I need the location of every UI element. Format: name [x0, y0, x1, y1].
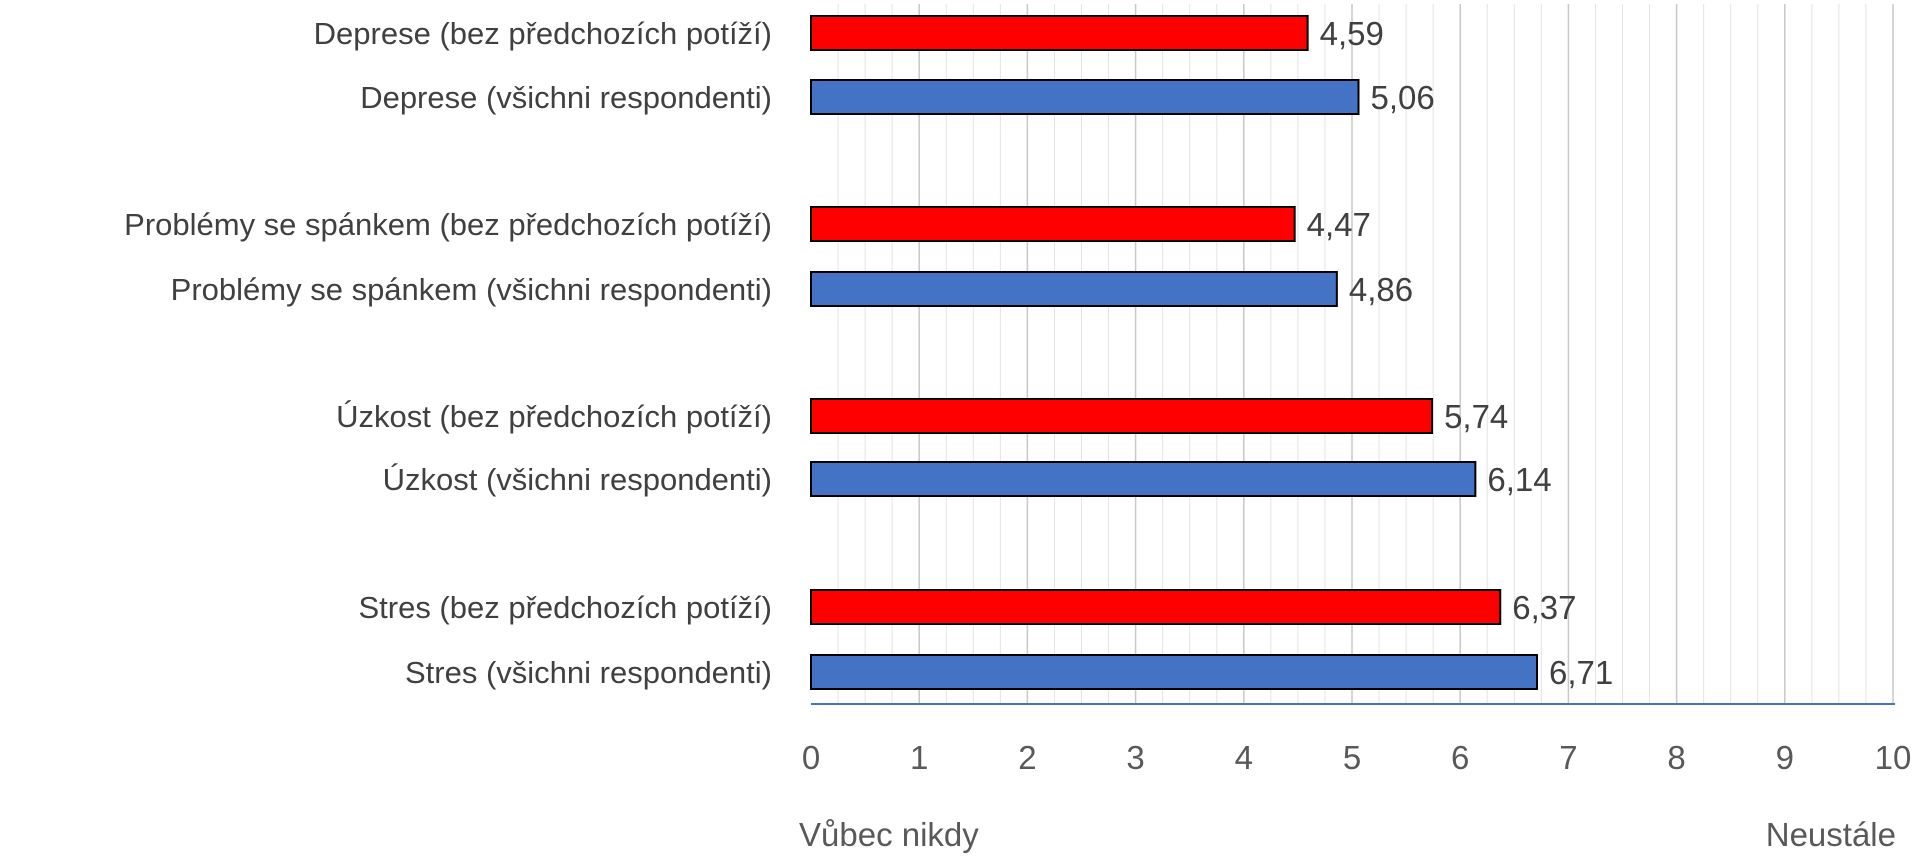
data-labels: 4,59 5,06 4,47 4,86 5,74 6,14 6,37 6,71	[1307, 15, 1614, 691]
x-tick-label: 10	[1875, 739, 1912, 776]
bar	[810, 654, 1539, 690]
x-tick-label: 3	[1126, 739, 1144, 776]
x-tick-label: 6	[1451, 739, 1469, 776]
bar	[810, 461, 1477, 497]
x-tick-label: 4	[1235, 739, 1253, 776]
x-right-end-label: Neustále	[1766, 816, 1896, 853]
data-label: 4,59	[1320, 15, 1384, 52]
x-tick-labels: 0 1 2 3 4 5 6 7 8 9 10	[802, 739, 1912, 776]
bars	[810, 15, 1539, 690]
x-left-end-label: Vůbec nikdy	[799, 816, 979, 853]
gridlines	[837, 4, 1894, 704]
category-label: Deprese (bez předchozích potíží)	[314, 16, 772, 51]
x-tick-label: 5	[1343, 739, 1361, 776]
category-label: Deprese (všichni respondenti)	[360, 80, 772, 115]
bar	[810, 79, 1360, 115]
bar	[810, 271, 1338, 307]
bar	[810, 398, 1434, 434]
x-tick-label: 2	[1018, 739, 1036, 776]
x-tick-label: 7	[1559, 739, 1577, 776]
category-label: Úzkost (všichni respondenti)	[383, 462, 772, 497]
category-label: Problémy se spánkem (všichni respondenti…	[171, 272, 772, 307]
category-label: Stres (bez předchozích potíží)	[358, 590, 772, 625]
data-label: 6,14	[1487, 461, 1551, 498]
x-tick-label: 0	[802, 739, 820, 776]
category-labels: Deprese (bez předchozích potíží) Deprese …	[124, 16, 772, 690]
data-label: 4,86	[1349, 271, 1413, 308]
x-tick-label: 9	[1776, 739, 1794, 776]
category-label: Úzkost (bez předchozích potíží)	[336, 399, 772, 434]
bar	[810, 206, 1296, 242]
data-label: 5,74	[1444, 398, 1508, 435]
bar	[810, 589, 1502, 625]
data-label: 6,37	[1512, 589, 1576, 626]
x-tick-label: 1	[910, 739, 928, 776]
data-label: 6,71	[1549, 654, 1613, 691]
category-label: Stres (všichni respondenti)	[405, 655, 772, 690]
bar	[810, 15, 1309, 51]
category-label: Problémy se spánkem (bez předchozích pot…	[124, 207, 772, 242]
data-label: 5,06	[1370, 79, 1434, 116]
x-tick-label: 8	[1667, 739, 1685, 776]
data-label: 4,47	[1307, 206, 1371, 243]
